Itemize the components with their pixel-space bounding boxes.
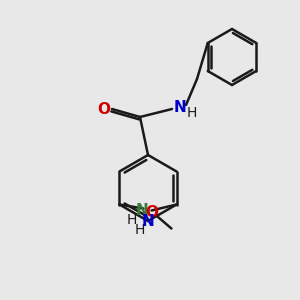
Text: H: H: [126, 214, 137, 227]
Text: N: N: [142, 214, 154, 230]
Text: O: O: [145, 205, 158, 220]
Text: N: N: [174, 100, 186, 115]
Text: N: N: [135, 203, 148, 218]
Text: H: H: [187, 106, 197, 120]
Text: H: H: [134, 224, 145, 238]
Text: O: O: [98, 101, 110, 116]
